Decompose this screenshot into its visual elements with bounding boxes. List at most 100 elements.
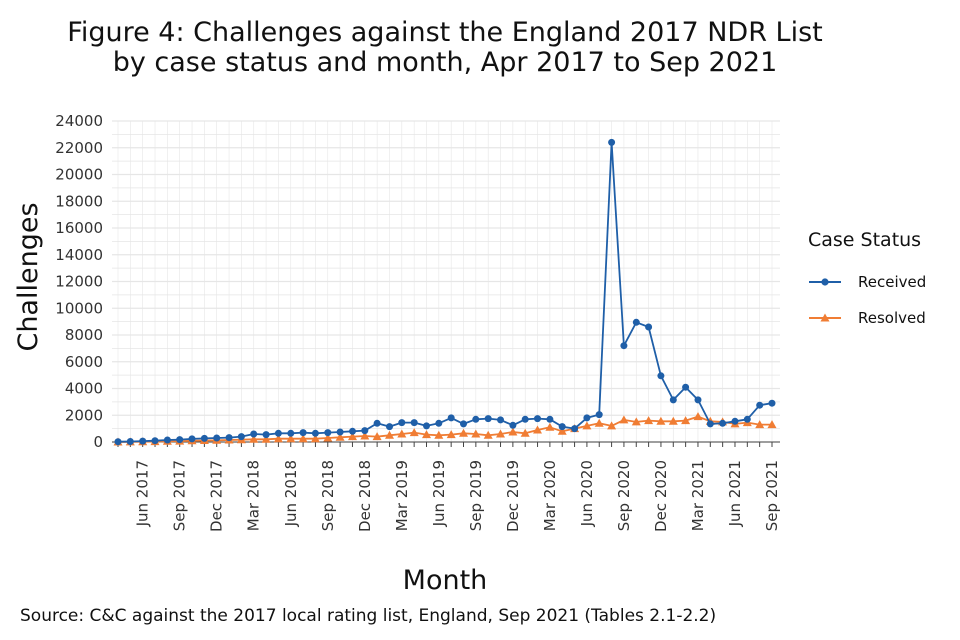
point-resolved: [557, 426, 567, 435]
point-received: [213, 434, 221, 442]
point-received: [620, 342, 628, 350]
point-received: [225, 434, 233, 442]
legend-marker-received: [821, 278, 829, 286]
point-received: [250, 430, 258, 438]
x-tick-label: Jun 2017: [134, 460, 152, 527]
y-tick-label: 24000: [55, 112, 103, 130]
series-lines: [113, 138, 777, 446]
point-received: [497, 416, 504, 424]
point-received: [373, 419, 381, 427]
point-resolved: [533, 425, 542, 434]
point-resolved: [520, 428, 530, 437]
x-tick-label: Jun 2020: [578, 460, 596, 527]
point-received: [386, 423, 393, 431]
legend-item-resolved: Resolved: [808, 300, 958, 336]
y-tick-label: 8000: [65, 326, 103, 344]
point-resolved: [767, 420, 777, 429]
point-received: [756, 401, 764, 409]
point-received: [274, 429, 282, 437]
point-received: [361, 427, 369, 435]
point-resolved: [372, 432, 382, 441]
point-received: [114, 438, 122, 446]
y-tick-label: 12000: [55, 273, 103, 291]
y-tick-label: 6000: [65, 353, 103, 371]
point-received: [768, 399, 776, 407]
point-received: [435, 419, 443, 427]
point-received: [163, 436, 171, 444]
point-received: [608, 138, 616, 146]
point-received: [151, 437, 159, 445]
point-received: [706, 420, 714, 428]
gridlines: [112, 120, 780, 443]
y-axis-label: Challenges: [13, 202, 44, 352]
point-received: [287, 429, 295, 437]
x-tick-label: Mar 2021: [689, 460, 707, 531]
x-tick-label: Mar 2019: [393, 460, 411, 531]
legend-marker-resolved: [820, 313, 830, 322]
point-resolved: [607, 421, 617, 430]
point-received: [521, 415, 529, 423]
point-resolved: [619, 415, 629, 424]
point-received: [682, 383, 690, 391]
point-received: [188, 435, 196, 443]
point-resolved: [335, 432, 345, 441]
legend: Case Status Received Resolved: [808, 228, 958, 336]
point-received: [176, 436, 184, 444]
point-resolved: [409, 428, 419, 437]
legend-label-resolved: Resolved: [858, 309, 926, 327]
y-tick-label: 4000: [65, 380, 103, 398]
chart-title-line-2: by case status and month, Apr 2017 to Se…: [112, 47, 778, 78]
axes: 0 2000 4000 6000 8000 10000 12000 14000 16000 180…: [55, 112, 781, 532]
point-resolved: [446, 430, 456, 439]
point-received: [632, 318, 640, 326]
point-received: [262, 431, 270, 439]
x-tick-label: Jun 2018: [282, 460, 300, 527]
point-received: [546, 415, 554, 423]
point-received: [200, 434, 208, 442]
x-tick-label: Sep 2020: [615, 460, 633, 531]
point-received: [447, 414, 455, 422]
y-tick-label: 0: [93, 433, 103, 451]
point-received: [398, 419, 406, 427]
x-tick-label: Dec 2018: [356, 460, 374, 532]
source-note: Source: C&C against the 2017 local ratin…: [20, 606, 717, 626]
point-resolved: [298, 434, 308, 443]
point-received: [423, 422, 430, 430]
point-resolved: [261, 434, 271, 443]
point-resolved: [483, 430, 493, 439]
point-received: [126, 438, 134, 445]
point-received: [410, 419, 418, 427]
point-resolved: [348, 432, 357, 441]
point-resolved: [693, 412, 703, 421]
point-resolved: [459, 428, 468, 437]
point-resolved: [631, 417, 641, 426]
point-received: [694, 396, 702, 404]
x-tick-label: Jun 2019: [430, 460, 448, 527]
legend-label-received: Received: [858, 273, 927, 291]
point-resolved: [755, 420, 765, 429]
y-tick-label: 16000: [55, 219, 103, 237]
point-received: [731, 417, 739, 425]
y-tick-label: 2000: [65, 406, 103, 424]
x-tick-label: Mar 2018: [245, 460, 263, 531]
point-received: [336, 428, 344, 436]
point-resolved: [594, 418, 604, 427]
x-tick-label: Mar 2020: [541, 460, 559, 531]
point-resolved: [249, 434, 259, 443]
point-received: [484, 415, 492, 423]
x-tick-label: Sep 2021: [763, 460, 781, 531]
point-received: [349, 427, 356, 435]
point-received: [534, 415, 541, 423]
x-tick-label: Dec 2017: [208, 460, 226, 532]
y-tick-label: 20000: [55, 166, 103, 184]
point-received: [583, 414, 591, 422]
point-resolved: [385, 430, 394, 439]
point-received: [669, 396, 677, 404]
point-resolved: [273, 434, 283, 443]
x-tick-label: Sep 2019: [467, 460, 485, 531]
point-received: [324, 429, 332, 437]
point-resolved: [310, 434, 320, 443]
point-received: [645, 323, 653, 331]
point-resolved: [582, 421, 592, 430]
